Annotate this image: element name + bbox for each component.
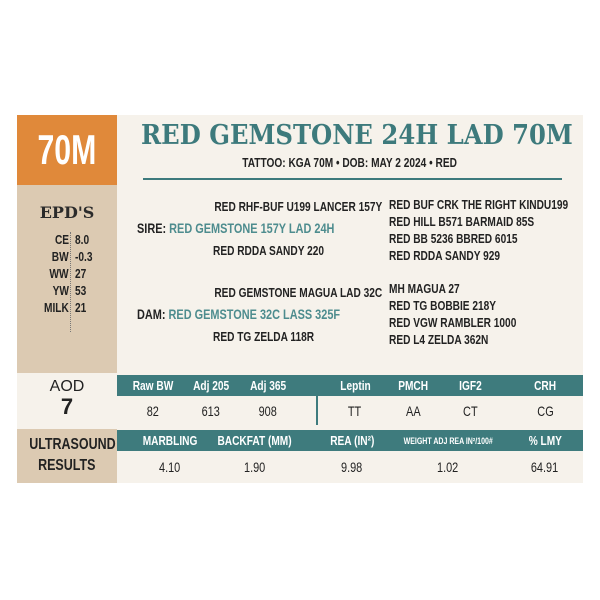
ultrasound-header: BACKFAT (MM) — [217, 433, 293, 448]
ultrasound-header-bar — [117, 430, 583, 451]
weights-value: 613 — [201, 403, 221, 419]
animal-subtitle: TATTOO: KGA 70M • DOB: MAY 2 2024 • RED — [242, 155, 458, 170]
dam-dam: RED TG ZELDA 118R — [213, 329, 315, 344]
weights-header: Raw BW — [132, 378, 174, 393]
ultrasound-value: 64.91 — [531, 459, 559, 475]
epd-value: 27 — [75, 266, 87, 281]
ultrasound-value: 1.90 — [244, 459, 266, 475]
weights-value: AA — [405, 403, 421, 419]
dam-great-grandparent: RED L4 ZELDA 362N — [389, 332, 489, 347]
weights-header: Leptin — [339, 378, 371, 393]
sire-great-grandparent: RED BUF CRK THE RIGHT KINDU199 — [389, 197, 569, 212]
ultrasound-header: % LMY — [528, 433, 562, 448]
epd-label: YW — [52, 283, 69, 298]
weights-value: 908 — [258, 403, 278, 419]
epd-label: BW — [52, 249, 69, 264]
lot-number: 70M — [17, 115, 117, 185]
sire: SIRE: RED GEMSTONE 157Y LAD 24H — [137, 220, 335, 236]
ultrasound-header: MARBLING — [142, 433, 198, 448]
dam-great-grandparent: RED VGW RAMBLER 1000 — [389, 315, 517, 330]
aod-value: 7 — [60, 394, 74, 419]
weights-header: Adj 365 — [249, 378, 287, 393]
ultrasound-header: REA (IN²) — [329, 433, 375, 448]
weights-header: Adj 205 — [192, 378, 230, 393]
weights-header: PMCH — [398, 378, 428, 393]
epd-value: 21 — [75, 300, 87, 315]
epd-label: CE — [54, 232, 69, 247]
ultrasound-value: 4.10 — [159, 459, 181, 475]
epd-label: WW — [49, 266, 69, 281]
weights-value: CT — [462, 403, 478, 419]
sire-great-grandparent: RED HILL B571 BARMAID 85S — [389, 214, 535, 229]
epd-heading: EPD'S — [39, 203, 95, 222]
weights-header-bar — [117, 375, 583, 396]
epd-label: MILK — [44, 300, 69, 315]
epd-value: -0.3 — [75, 249, 93, 264]
dam: DAM: RED GEMSTONE 32C LASS 325F — [137, 306, 341, 322]
weights-header: CRH — [534, 378, 556, 393]
weights-header: IGF2 — [458, 378, 482, 393]
animal-name: RED GEMSTONE 24H LAD 70M — [140, 120, 573, 151]
epd-divider — [70, 232, 71, 332]
epd-value: 8.0 — [75, 232, 90, 247]
column-divider — [316, 375, 318, 425]
ultrasound-value: 1.02 — [437, 459, 459, 475]
dam-sire: RED GEMSTONE MAGUA LAD 32C — [214, 285, 382, 300]
weights-value: 82 — [146, 403, 160, 419]
ultrasound-header: WEIGHT ADJ REA IN²/100# — [403, 436, 493, 446]
aod-label: AOD — [49, 378, 85, 395]
sire-dam: RED RDDA SANDY 220 — [213, 243, 325, 258]
dam-great-grandparent: RED TG BOBBIE 218Y — [389, 298, 497, 313]
weights-value: TT — [348, 403, 362, 419]
aod: AOD 7 — [17, 378, 117, 420]
dam-great-grandparent: MH MAGUA 27 — [389, 281, 460, 296]
epd-value: 53 — [75, 283, 87, 298]
weights-value: CG — [536, 403, 554, 419]
ultrasound-label: ULTRASOUND RESULTS — [17, 429, 117, 483]
sire-sire: RED RHF-BUF U199 LANCER 157Y — [214, 199, 382, 214]
ultrasound-value: 9.98 — [341, 459, 363, 475]
epd-panel — [17, 185, 117, 373]
sire-great-grandparent: RED RDDA SANDY 929 — [389, 248, 501, 263]
divider — [143, 178, 562, 180]
sire-great-grandparent: RED BB 5236 BBRED 6015 — [389, 231, 518, 246]
